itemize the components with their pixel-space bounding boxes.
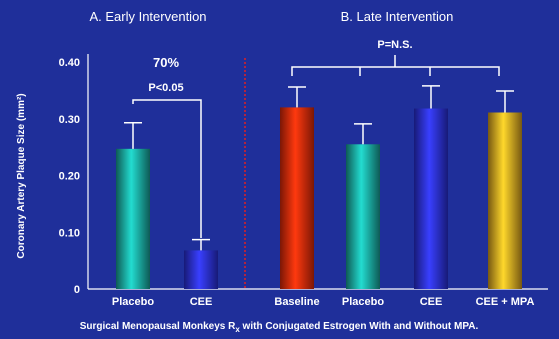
error-bar — [496, 90, 514, 113]
x-category-labels: Placebo CEE Baseline Placebo CEE CEE + MPA — [112, 296, 535, 308]
panel-a-significance: P<0.05 — [148, 82, 183, 94]
y-tick-label: 0 — [74, 284, 80, 296]
bar-cee — [414, 108, 448, 289]
y-tick-label: 0.30 — [59, 114, 80, 126]
footnote-main: Surgical Menopausal Monkeys R — [80, 321, 236, 332]
y-tick-label: 0.10 — [59, 227, 80, 239]
x-category-label: CEE — [420, 296, 443, 308]
panel-a-bracket — [132, 99, 202, 238]
error-bar — [192, 238, 210, 251]
panel-a-reduction: 70% — [153, 55, 179, 70]
bars-group — [116, 85, 522, 290]
y-tick-label: 0.20 — [59, 171, 80, 183]
y-axis-label: Coronary Artery Plaque Size (mm²) — [16, 93, 27, 258]
error-bar — [124, 121, 142, 149]
x-category-label: CEE — [190, 296, 213, 308]
x-category-label: Baseline — [274, 296, 319, 308]
error-bar — [422, 85, 440, 109]
panel-b-significance: P=N.S. — [377, 39, 412, 51]
bar-placebo — [346, 144, 380, 289]
footnote-subscript: x — [235, 325, 240, 334]
panel-b-title: B. Late Intervention — [341, 9, 454, 24]
x-category-label: Placebo — [342, 296, 384, 308]
bar-baseline — [280, 107, 314, 290]
bar-cee — [184, 250, 218, 289]
error-bar — [354, 123, 372, 145]
bar-placebo — [116, 148, 150, 289]
bar-cee-mpa — [488, 112, 522, 289]
error-bar — [288, 86, 306, 108]
x-category-label: Placebo — [112, 296, 154, 308]
panel-b-bracket — [291, 55, 500, 76]
footnote: Surgical Menopausal Monkeys Rx with Conj… — [80, 321, 479, 334]
panel-a-title: A. Early Intervention — [89, 9, 206, 24]
y-tick-labels: 0 0.10 0.20 0.30 0.40 — [59, 57, 80, 296]
x-category-label: CEE + MPA — [476, 296, 535, 308]
y-tick-label: 0.40 — [59, 57, 80, 69]
footnote-rest: with Conjugated Estrogen With and Withou… — [240, 321, 479, 332]
